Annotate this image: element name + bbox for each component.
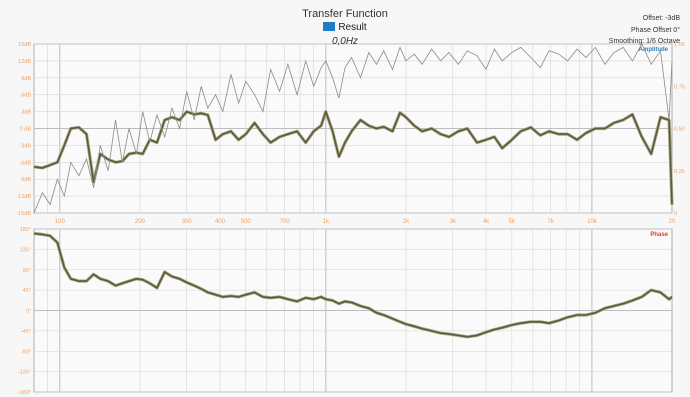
y-tick-label: 12dB <box>18 59 31 65</box>
legend-label: Result <box>338 22 367 33</box>
y-tick-label: 0 dB <box>20 127 32 133</box>
legend[interactable]: Result <box>0 22 690 33</box>
y-tick-label: 9dB <box>21 76 31 82</box>
x-tick-label: 7k <box>548 219 555 225</box>
y-tick-label: 135° <box>20 247 31 253</box>
y-tick-label: -3dB <box>19 143 31 149</box>
frequency-readout: 0,0Hz <box>331 36 359 47</box>
panel-label: Phase <box>650 232 668 238</box>
x-tick-label: 300 <box>182 219 193 225</box>
phase-offset-readout: Phase Offset 0° <box>631 27 680 34</box>
y-tick-label: 3dB <box>21 110 31 116</box>
x-tick-label: 2k <box>403 219 410 225</box>
legend-swatch <box>323 22 336 31</box>
x-tick-label: 4k <box>483 219 490 225</box>
y-tick-label: -180° <box>18 390 31 396</box>
y-tick-label: -15dB <box>16 211 31 217</box>
y-right-tick-label: 0.50 <box>674 127 685 133</box>
y-tick-label: 15dB <box>18 42 31 48</box>
x-tick-label: 200 <box>135 219 146 225</box>
y-tick-label: -6dB <box>19 160 31 166</box>
offset-readout: Offset: -3dB <box>642 15 680 22</box>
x-tick-label: 20 <box>669 219 676 225</box>
x-tick-label: 5k <box>509 219 516 225</box>
smoothing-readout: Smoothing: 1/6 Octave <box>608 38 680 45</box>
chart-title: Transfer Function <box>302 8 388 20</box>
y-right-tick-label: 0.75 <box>674 84 685 90</box>
x-tick-label: 100 <box>55 219 66 225</box>
y-tick-label: 180° <box>20 227 31 233</box>
x-tick-label: 700 <box>280 219 291 225</box>
y-tick-label: -9dB <box>19 177 31 183</box>
y-tick-label: -90° <box>21 349 31 355</box>
phase-trace <box>33 232 673 338</box>
y-right-tick-label: 0 <box>674 211 677 217</box>
y-tick-label: -12dB <box>16 194 31 200</box>
x-tick-label: 500 <box>241 219 252 225</box>
y-right-tick-label: 1.00 <box>674 42 685 48</box>
y-tick-label: 6dB <box>21 93 31 99</box>
amplitude-trace <box>33 110 673 205</box>
panel-label: Amplitude <box>639 47 669 53</box>
y-right-tick-label: 0.25 <box>674 169 685 175</box>
coherence-trace <box>33 43 673 214</box>
y-tick-label: 0° <box>26 309 31 315</box>
y-tick-label: 45° <box>23 288 31 294</box>
x-tick-label: 3k <box>450 219 457 225</box>
x-tick-label: 1k <box>323 219 330 225</box>
x-tick-label: 400 <box>215 219 226 225</box>
y-tick-label: -135° <box>18 370 31 376</box>
y-tick-label: 90° <box>23 268 31 274</box>
x-tick-label: 10k <box>587 219 598 225</box>
y-tick-label: -45° <box>21 329 31 335</box>
